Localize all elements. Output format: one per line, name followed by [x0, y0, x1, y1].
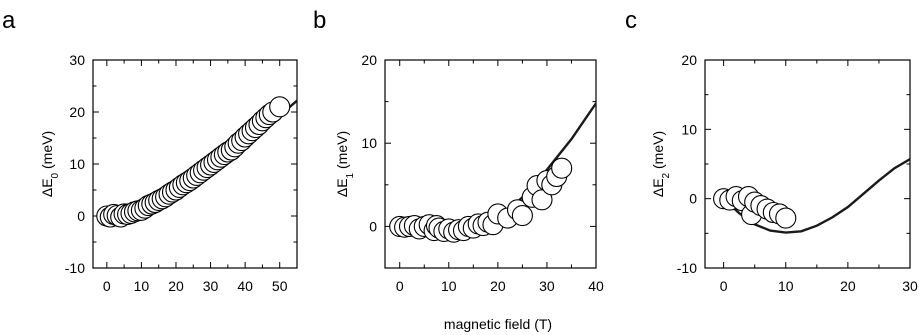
plot-frame: [384, 59, 597, 269]
y-tick-label: 0: [689, 191, 697, 207]
y-axis-label-unit: (meV): [334, 131, 350, 173]
data-point: [551, 157, 573, 179]
y-axis-label-prefix: ΔE: [334, 178, 350, 197]
panel-c: c 0 10 20 30 -10 0 10 20 ΔE2 (meV): [625, 7, 918, 294]
y-tick-label: 30: [69, 52, 85, 68]
data-point: [775, 207, 797, 229]
y-axis-label-subscript: 2: [661, 172, 672, 178]
y-axis-label-subscript: 1: [345, 172, 356, 178]
y-tick-label: -10: [65, 260, 85, 276]
y-axis-label: ΔE2 (meV): [650, 131, 672, 197]
y-tick-label: 10: [681, 121, 697, 137]
y-tick-label: -10: [677, 260, 697, 276]
y-axis-label-subscript: 0: [50, 172, 61, 178]
y-axis-label: ΔE1 (meV): [334, 131, 356, 197]
panel-b: b 0 10 20 30 40 0 10 20 ΔE1 (meV): [313, 7, 604, 294]
x-tick-label: 30: [539, 278, 555, 294]
x-tick-label: 30: [902, 278, 918, 294]
x-tick-label: 0: [396, 278, 404, 294]
y-tick-label: 0: [77, 208, 85, 224]
x-tick-label: 10: [441, 278, 457, 294]
data-point: [269, 96, 291, 118]
x-tick-label: 0: [103, 278, 111, 294]
y-tick-label: 0: [369, 218, 377, 234]
x-tick-label: 0: [720, 278, 728, 294]
y-axis-label-unit: (meV): [39, 131, 55, 173]
y-tick-label: 20: [361, 52, 377, 68]
y-axis-label: ΔE0 (meV): [39, 131, 61, 197]
x-tick-label: 20: [840, 278, 856, 294]
panel-letter: a: [2, 7, 16, 34]
panel-letter: c: [625, 7, 637, 34]
y-tick-label: 10: [69, 156, 85, 172]
y-axis-label-unit: (meV): [650, 131, 666, 173]
x-tick-label: 10: [778, 278, 794, 294]
shared-x-axis-label: magnetic field (T): [444, 316, 552, 332]
y-tick-label: 20: [69, 104, 85, 120]
x-tick-label: 30: [203, 278, 219, 294]
y-axis-label-prefix: ΔE: [650, 178, 666, 197]
x-tick-label: 20: [168, 278, 184, 294]
x-tick-label: 40: [588, 278, 604, 294]
x-tick-label: 40: [237, 278, 253, 294]
plot-frame: [704, 59, 911, 269]
x-tick-label: 10: [134, 278, 150, 294]
x-tick-label: 50: [272, 278, 288, 294]
y-tick-label: 20: [681, 52, 697, 68]
x-tick-label: 20: [490, 278, 506, 294]
data-point: [511, 205, 533, 227]
y-axis-label-prefix: ΔE: [39, 178, 55, 197]
y-tick-label: 10: [361, 135, 377, 151]
panel-letter: b: [313, 7, 326, 34]
